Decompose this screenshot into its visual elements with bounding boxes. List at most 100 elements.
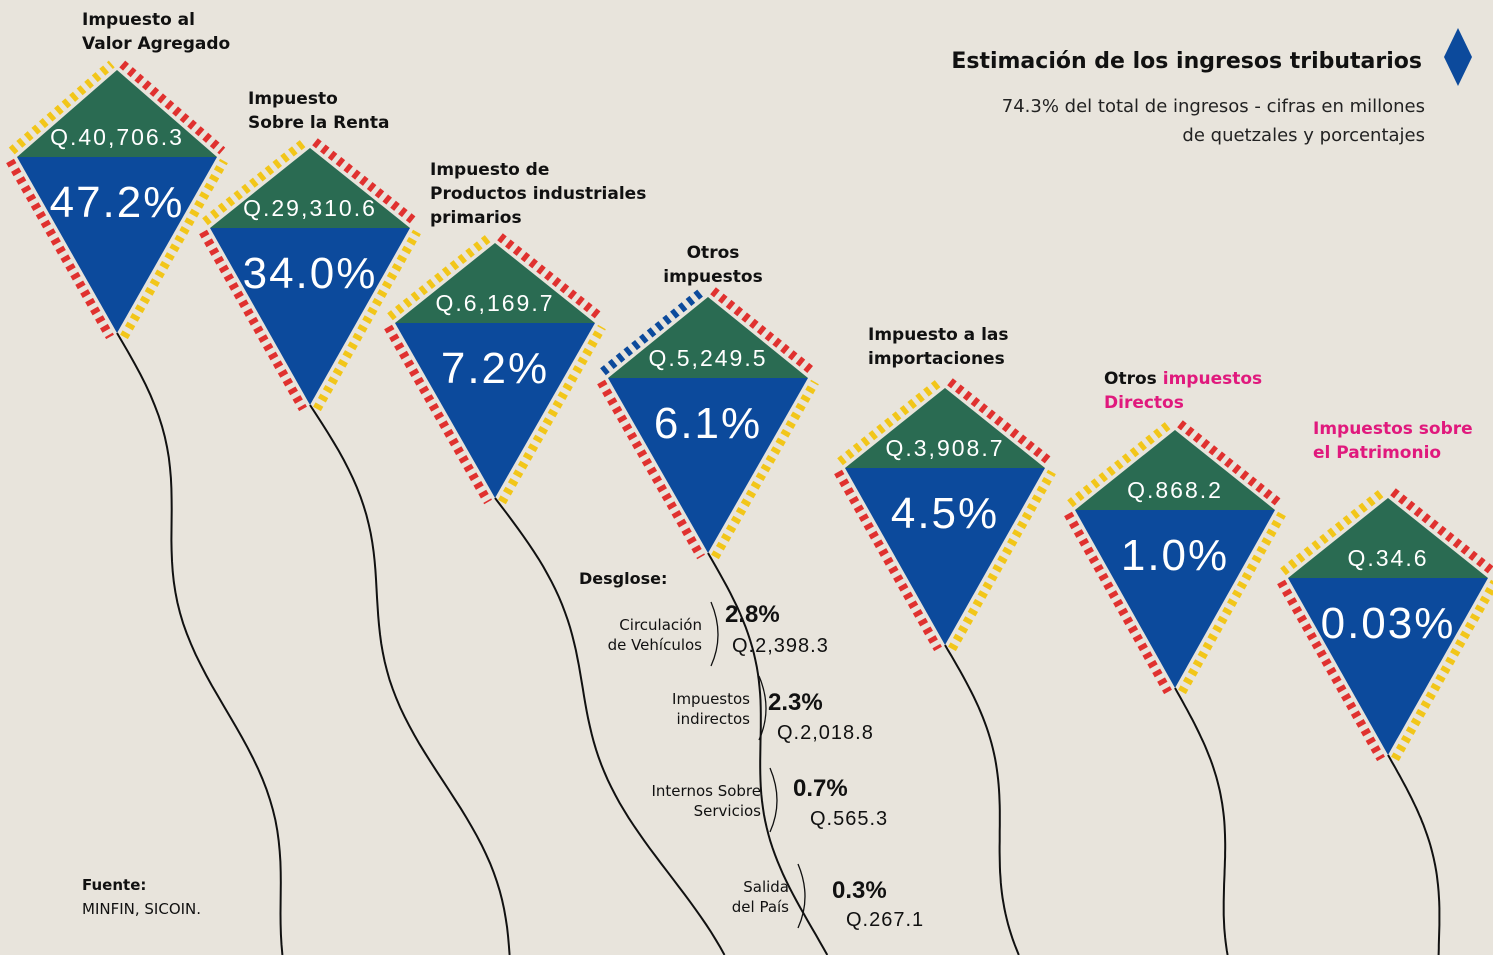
kite-string [1387, 754, 1441, 955]
kite-label: Otros [687, 243, 740, 263]
kite-trim [947, 378, 1053, 466]
title-diamond [1444, 28, 1472, 86]
kite-amount: Q.3,908.7 [885, 435, 1004, 461]
kite-trim [837, 378, 943, 466]
kite-percent: 0.03% [1321, 599, 1456, 648]
kite-bottom [608, 378, 808, 553]
kite-percent: 47.2% [50, 178, 185, 227]
breakdown-bracket [797, 863, 806, 929]
kite-label-accent: impuestos [1163, 369, 1262, 389]
kite-trim [834, 469, 942, 652]
kite-top [210, 148, 410, 228]
kite-label-part: Otros [1104, 369, 1157, 389]
kite-amount: Q.868.2 [1127, 477, 1223, 503]
kite-trim [948, 469, 1056, 652]
kite-label: Sobre la Renta [248, 113, 389, 133]
kite-top [608, 297, 808, 378]
kite-trim [312, 138, 418, 226]
kite-label: Impuesto [248, 89, 338, 109]
kite-trim [600, 287, 706, 376]
breakdown-bracket [758, 675, 767, 741]
kite-trim [710, 287, 816, 376]
kite-amount: Q.6,169.7 [435, 290, 554, 316]
kite-trim [1391, 579, 1493, 762]
kite-top [395, 243, 595, 323]
kite-label: Impuesto a las [868, 325, 1009, 345]
kite-trim [1177, 420, 1283, 508]
breakdown-label: de Vehículos [608, 636, 703, 654]
breakdown-label: Impuestos [672, 690, 750, 708]
kite-trim [119, 60, 226, 155]
breakdown-amount: Q.267.1 [846, 909, 924, 931]
kite-string [944, 644, 1020, 955]
kite-string [494, 497, 726, 955]
breakdown-percent: 0.3% [832, 877, 887, 904]
kite-amount: Q.5,249.5 [648, 345, 767, 371]
kite-trim [711, 379, 819, 560]
kite-trim [202, 138, 308, 226]
kite-top [1288, 498, 1488, 578]
kite-label-accent: el Patrimonio [1313, 443, 1441, 463]
breakdown-percent: 2.3% [768, 689, 823, 716]
kite-string [1174, 687, 1229, 955]
kite-label: primarios [430, 208, 522, 228]
kite-label: Impuesto al [82, 10, 195, 30]
kite-top [845, 388, 1045, 468]
kite-label: Impuesto de [430, 160, 549, 180]
breakdown-amount: Q.2,018.8 [777, 722, 874, 744]
kite-trim [6, 158, 114, 340]
kite-amount: Q.29,310.6 [243, 195, 377, 221]
breakdown-amount: Q.2,398.3 [732, 635, 829, 657]
kite-bottom [1075, 510, 1275, 688]
kite-trim [387, 233, 493, 321]
kite-trim [199, 229, 307, 412]
kite-trim [1277, 579, 1385, 762]
kite-trim [1178, 511, 1286, 695]
subtitle: 74.3% del total de ingresos - cifras en … [1002, 96, 1425, 117]
kite-trim [1390, 488, 1493, 576]
breakdown-bracket [769, 767, 778, 833]
source-text: MINFIN, SICOIN. [82, 900, 201, 918]
kite-percent: 6.1% [654, 399, 762, 448]
kite-percent: 7.2% [441, 344, 549, 393]
kite-label: importaciones [868, 349, 1005, 369]
breakdown-label: del País [732, 898, 789, 916]
kite-amount: Q.40,706.3 [50, 124, 184, 150]
kite-percent: 4.5% [891, 489, 999, 538]
breakdown-label: Salida [743, 878, 789, 896]
kite-trim [497, 233, 603, 321]
kite-label-accent: Directos [1104, 393, 1184, 413]
breakdown-amount: Q.565.3 [810, 808, 888, 830]
breakdown-percent: 0.7% [793, 775, 848, 802]
breakdown-label: Circulación [619, 616, 702, 634]
kite-top [1075, 430, 1275, 510]
kite-percent: 34.0% [243, 249, 378, 298]
kite-string [116, 332, 284, 955]
breakdown-percent: 2.8% [725, 601, 780, 628]
kite-amount: Q.34.6 [1347, 545, 1428, 571]
kite-trim [498, 324, 606, 505]
kite-label-accent: Impuestos sobre [1313, 419, 1473, 439]
kite-bottom [1288, 578, 1488, 755]
kite-bottom [395, 323, 595, 498]
kite-trim [8, 60, 115, 155]
breakdown-label: indirectos [676, 710, 750, 728]
kite-trim [1064, 511, 1172, 695]
breakdown-label: Servicios [694, 802, 762, 820]
title: Estimación de los ingresos tributarios [951, 49, 1422, 74]
kite-bottom [17, 157, 217, 333]
kite-trim [313, 229, 421, 412]
breakdown-label: Internos Sobre [652, 782, 762, 800]
kite-trim [1280, 488, 1386, 576]
kite-trim [1067, 420, 1173, 508]
breakdown-title: Desglose: [579, 569, 667, 588]
kite-trim [384, 324, 492, 505]
kite-bottom [845, 468, 1045, 645]
kite-bottom [210, 228, 410, 405]
kite-percent: 1.0% [1121, 531, 1229, 580]
subtitle: de quetzales y porcentajes [1182, 125, 1425, 146]
kite-label: impuestos [663, 267, 762, 287]
kite-label: Otros impuestos [1104, 369, 1262, 389]
kite-label: Valor Agregado [82, 34, 230, 54]
kite-string [309, 404, 511, 955]
